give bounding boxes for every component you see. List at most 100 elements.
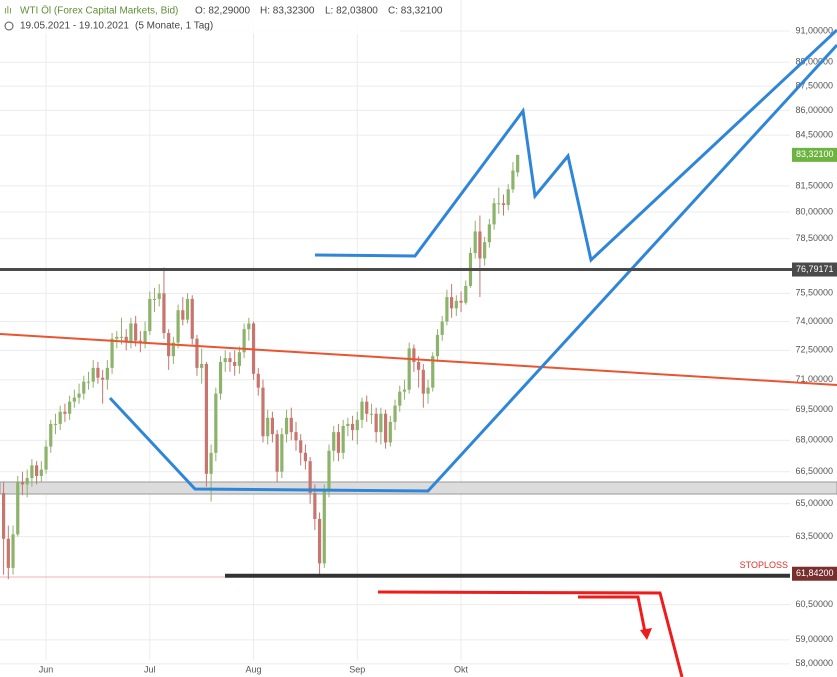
candle-body — [445, 297, 449, 322]
y-tick-label: 74,00000 — [795, 316, 833, 326]
candle-body — [6, 538, 10, 568]
candle-body — [58, 411, 62, 424]
levels: 83,32100 76,79171 61,84200 STOPLOSS — [0, 147, 837, 581]
candle-body — [101, 377, 105, 380]
candle-body — [365, 401, 369, 414]
y-tick-label: 86,00000 — [795, 105, 833, 115]
candle-body — [492, 203, 496, 225]
y-tick-label: 66,50000 — [795, 466, 833, 476]
candle-body — [332, 432, 336, 451]
candle-body — [63, 411, 67, 414]
level-label: 76,79171 — [796, 264, 834, 274]
candle-body — [426, 387, 430, 394]
candle-body — [49, 423, 53, 447]
candle-body — [327, 450, 331, 491]
candle-body — [82, 381, 86, 394]
candle-body — [487, 224, 491, 243]
candle-body — [237, 352, 241, 366]
candle-body — [360, 401, 364, 420]
level-box — [792, 566, 837, 581]
candle-body — [393, 405, 397, 422]
candle-body — [223, 358, 227, 363]
header-ohlc: H: 83,32300 — [260, 6, 315, 17]
candle-body — [440, 321, 444, 335]
candle-body — [16, 482, 20, 535]
candle-body — [181, 310, 185, 320]
candle-body — [266, 417, 270, 437]
candle-body — [412, 348, 416, 363]
x-tick-label: Aug — [246, 664, 262, 674]
candle-body — [431, 356, 435, 388]
blue-drawing — [108, 43, 837, 493]
candle-body — [256, 373, 260, 388]
candle-body — [185, 298, 190, 320]
candle-body — [204, 363, 208, 474]
y-tick-label: 75,50000 — [795, 288, 833, 298]
candle-body — [143, 331, 147, 343]
candle-body — [454, 300, 458, 309]
candle-body — [25, 478, 29, 485]
clock-icon — [4, 21, 14, 31]
candle-body — [473, 231, 477, 254]
y-tick-label: 69,50000 — [795, 404, 833, 414]
candle-body — [336, 432, 341, 453]
candle-body — [322, 490, 326, 564]
y-tick-label: 80,00000 — [795, 206, 833, 216]
y-tick-label: 81,50000 — [795, 180, 833, 190]
candle-body — [119, 336, 124, 338]
header-ohlc: O: 82,29000 — [195, 6, 250, 17]
stoploss-label: STOPLOSS — [740, 560, 788, 570]
candle-body — [214, 393, 218, 453]
candle-body — [162, 293, 166, 333]
y-tick-label: 89,00000 — [795, 57, 833, 67]
level-box — [792, 262, 837, 277]
candle-body — [299, 440, 303, 453]
candle-body — [270, 417, 275, 435]
y-tick-label: 91,00000 — [795, 25, 833, 35]
icon: ılı — [4, 6, 12, 17]
candle-body — [261, 387, 265, 437]
y-tick-label: 71,00000 — [795, 374, 833, 384]
red-drawing — [377, 590, 684, 677]
candle-body — [148, 298, 152, 332]
trend-line — [0, 333, 837, 386]
candle-body — [379, 413, 383, 433]
candle-body — [72, 397, 76, 402]
y-tick-label: 84,50000 — [795, 129, 833, 139]
candle-body — [190, 298, 194, 339]
candle-body — [96, 367, 100, 378]
candle-body — [2, 492, 6, 539]
candle-body — [417, 362, 421, 370]
candle-body — [20, 482, 25, 485]
y-tick-label: 65,00000 — [795, 498, 833, 508]
candle-body — [506, 189, 510, 206]
candle-body — [289, 417, 293, 433]
candles — [2, 154, 520, 580]
header-period: (5 Monate, 1 Tag) — [135, 21, 213, 32]
header-bg — [0, 0, 400, 34]
candle-body — [110, 338, 114, 368]
candle-body — [11, 534, 15, 568]
candle-body — [284, 417, 289, 435]
candle-body — [152, 298, 157, 300]
support-band — [0, 481, 837, 495]
y-tick-label: 63,50000 — [795, 531, 833, 541]
candle-body — [303, 452, 308, 462]
candle-body — [313, 492, 317, 519]
candle-body — [341, 425, 345, 453]
candle-body — [516, 154, 520, 173]
candle-body — [115, 336, 119, 339]
candle-body — [374, 413, 378, 433]
candle-body — [501, 203, 506, 206]
header-range: 19.05.2021 - 19.10.2021 — [20, 21, 129, 32]
candle-body — [369, 413, 374, 415]
candle-body — [383, 413, 388, 443]
candle-body — [39, 469, 43, 476]
candle-body — [308, 461, 312, 493]
candle-body — [35, 465, 39, 476]
candle-body — [511, 170, 515, 190]
candle-body — [294, 432, 298, 441]
candle-body — [346, 423, 350, 426]
candle-body — [497, 203, 501, 205]
